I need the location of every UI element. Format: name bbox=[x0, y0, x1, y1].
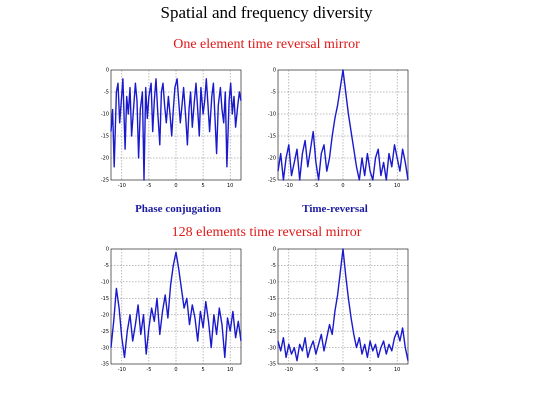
x-tick-label: 10 bbox=[394, 367, 400, 373]
x-tick-label: 0 bbox=[174, 183, 177, 189]
plot-top-left: -10 -5 0 5 10 0 -5 -10 -15 -20 -25 bbox=[101, 68, 242, 189]
x-tick-label: -10 bbox=[118, 367, 126, 373]
y-tick-label: -35 bbox=[268, 362, 276, 368]
y-tick-label: -25 bbox=[101, 178, 109, 184]
x-tick-label: 0 bbox=[341, 367, 344, 373]
series-line bbox=[277, 69, 409, 181]
y-tick-label: 0 bbox=[106, 247, 109, 253]
plot-top-right: -10 -5 0 5 10 0 -5 -10 -15 -20 -25 bbox=[268, 68, 409, 189]
y-tick-label: -15 bbox=[268, 134, 276, 140]
x-tick-label: 10 bbox=[394, 183, 400, 189]
x-tick-label: 5 bbox=[368, 183, 371, 189]
y-tick-label: -25 bbox=[268, 329, 276, 335]
series-line bbox=[277, 248, 409, 362]
x-tick-label: -5 bbox=[313, 183, 318, 189]
plot-bottom-right: -10 -5 0 5 10 0 -5 -10 -15 -20 -25 -30 -35 bbox=[268, 247, 409, 373]
y-tick-label: -5 bbox=[271, 263, 276, 269]
y-tick-label: -25 bbox=[268, 178, 276, 184]
x-tick-label: 5 bbox=[201, 367, 204, 373]
x-tick-label: -10 bbox=[285, 367, 293, 373]
x-tick-label: 10 bbox=[227, 367, 233, 373]
x-tick-label: -10 bbox=[118, 183, 126, 189]
caption-time-reversal: Time-reversal bbox=[302, 203, 368, 215]
x-tick-label: -10 bbox=[285, 183, 293, 189]
y-tick-label: -15 bbox=[101, 296, 109, 302]
y-tick-label: -20 bbox=[268, 312, 276, 318]
subtitle-one-element: One element time reversal mirror bbox=[173, 37, 360, 52]
y-tick-label: -10 bbox=[101, 112, 109, 118]
y-tick-label: -15 bbox=[268, 296, 276, 302]
y-tick-label: -15 bbox=[101, 134, 109, 140]
y-tick-label: -20 bbox=[101, 156, 109, 162]
y-tick-label: -30 bbox=[101, 345, 109, 351]
series-line bbox=[110, 251, 242, 359]
y-tick-label: 0 bbox=[273, 247, 276, 253]
x-tick-label: 0 bbox=[174, 367, 177, 373]
y-tick-label: -10 bbox=[101, 280, 109, 286]
x-tick-label: 5 bbox=[368, 367, 371, 373]
y-tick-label: -35 bbox=[101, 362, 109, 368]
x-tick-label: 0 bbox=[341, 183, 344, 189]
x-tick-label: 10 bbox=[227, 183, 233, 189]
y-tick-label: -5 bbox=[271, 90, 276, 96]
plot-bottom-left: -10 -5 0 5 10 0 -5 -10 -15 -20 -25 -30 -35 bbox=[101, 247, 242, 373]
y-tick-label: -25 bbox=[101, 329, 109, 335]
y-tick-label: 0 bbox=[273, 68, 276, 74]
y-tick-label: -20 bbox=[101, 312, 109, 318]
y-tick-label: -5 bbox=[104, 90, 109, 96]
x-tick-label: 5 bbox=[201, 183, 204, 189]
y-tick-label: -30 bbox=[268, 345, 276, 351]
y-tick-label: -10 bbox=[268, 112, 276, 118]
slide-title: Spatial and frequency diversity bbox=[160, 3, 373, 22]
y-tick-label: -10 bbox=[268, 280, 276, 286]
series-line bbox=[110, 78, 242, 181]
y-tick-label: 0 bbox=[106, 68, 109, 74]
y-tick-label: -20 bbox=[268, 156, 276, 162]
subtitle-128-elements: 128 elements time reversal mirror bbox=[171, 225, 362, 240]
x-tick-label: -5 bbox=[146, 183, 151, 189]
x-tick-label: -5 bbox=[313, 367, 318, 373]
caption-phase-conjugation: Phase conjugation bbox=[135, 203, 221, 215]
y-tick-label: -5 bbox=[104, 263, 109, 269]
x-tick-label: -5 bbox=[146, 367, 151, 373]
